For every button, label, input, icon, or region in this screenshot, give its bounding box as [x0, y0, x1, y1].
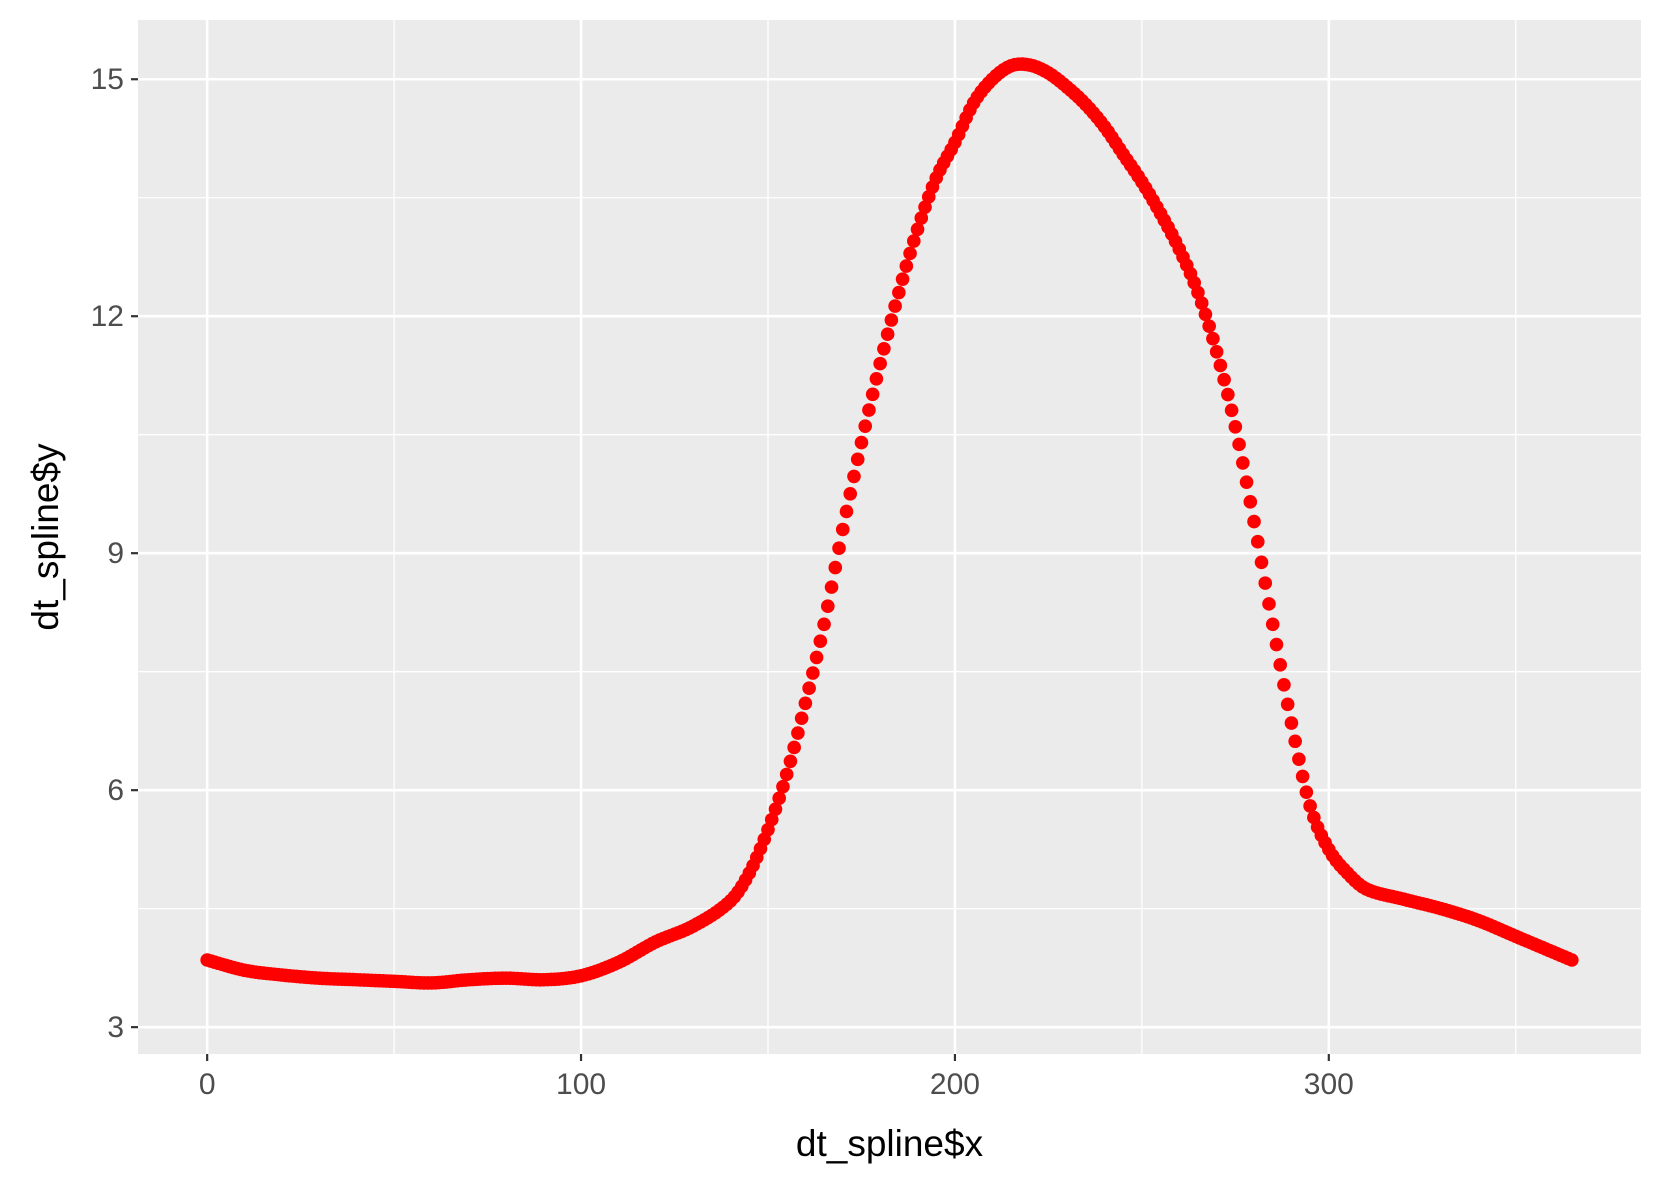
data-point: [809, 650, 824, 665]
data-point: [1565, 953, 1579, 967]
data-point: [772, 791, 787, 805]
data-point: [1213, 358, 1228, 373]
data-point: [1202, 319, 1216, 333]
data-point: [850, 452, 865, 467]
y-tick-label: 3: [107, 1011, 124, 1044]
data-point: [869, 371, 884, 386]
data-point: [1224, 403, 1239, 418]
data-point: [1247, 514, 1261, 529]
data-point: [873, 356, 887, 371]
data-point: [1250, 534, 1265, 549]
data-point: [1191, 285, 1205, 300]
data-point: [1232, 437, 1246, 452]
data-point: [776, 779, 790, 794]
data-point: [787, 740, 801, 755]
data-point: [907, 234, 921, 248]
data-point: [1295, 769, 1310, 784]
data-point: [895, 272, 910, 286]
data-point: [1209, 344, 1224, 359]
x-axis-title: dt_spline$x: [796, 1123, 984, 1164]
data-point: [1198, 307, 1213, 322]
data-point: [1280, 697, 1295, 712]
data-point: [783, 754, 798, 769]
data-point: [862, 403, 876, 417]
y-tick-label: 15: [91, 63, 124, 96]
data-point: [1265, 617, 1280, 632]
x-axis: 0 100 200 300: [199, 1054, 1354, 1101]
data-point: [1303, 799, 1317, 813]
data-point: [884, 313, 899, 327]
data-point: [802, 681, 816, 696]
data-point: [892, 285, 906, 300]
data-point: [1292, 752, 1306, 767]
data-point: [1194, 296, 1209, 310]
data-point: [843, 486, 858, 501]
data-point: [1299, 785, 1314, 799]
data-point: [1217, 372, 1231, 387]
data-point: [1206, 331, 1220, 346]
data-point: [888, 299, 902, 313]
y-tick-label: 6: [107, 774, 124, 807]
data-point: [1236, 456, 1250, 470]
data-point: [828, 560, 843, 575]
data-point: [824, 580, 839, 594]
data-point: [1284, 716, 1299, 730]
data-point: [1228, 420, 1243, 434]
y-tick-label: 12: [91, 300, 124, 333]
data-point: [798, 696, 813, 711]
x-tick-label: 300: [1304, 1068, 1354, 1101]
data-point: [806, 666, 820, 680]
data-point: [865, 387, 880, 402]
x-tick-label: 100: [556, 1068, 606, 1101]
data-point: [779, 767, 794, 782]
data-point: [880, 327, 895, 342]
data-point: [791, 726, 805, 740]
data-point: [821, 599, 835, 614]
data-point: [768, 802, 783, 816]
data-point: [858, 419, 872, 433]
data-point: [1288, 734, 1302, 749]
data-point: [1269, 637, 1284, 652]
data-point: [1273, 658, 1288, 672]
data-point: [899, 259, 914, 273]
data-point: [854, 435, 869, 450]
data-point: [918, 200, 932, 214]
data-point: [764, 812, 779, 827]
plot-panel: [138, 20, 1641, 1054]
y-axis-title: dt_spline$y: [25, 443, 66, 631]
y-tick-label: 9: [107, 537, 124, 570]
data-points: [200, 57, 1579, 990]
data-point: [1277, 678, 1291, 692]
data-point: [914, 211, 929, 225]
data-point: [903, 246, 917, 261]
data-point: [1239, 475, 1254, 489]
data-point: [832, 541, 846, 556]
data-point: [1258, 576, 1273, 590]
y-axis: 3 6 9 12 15: [91, 63, 138, 1044]
x-tick-label: 0: [199, 1068, 216, 1101]
minor-gridlines: [138, 20, 1641, 1054]
data-point: [1262, 597, 1276, 611]
data-point: [794, 711, 809, 726]
data-point: [847, 469, 861, 484]
data-point: [817, 617, 831, 632]
data-point: [1221, 387, 1235, 402]
data-point: [1254, 555, 1269, 570]
data-point: [839, 504, 854, 519]
x-tick-label: 200: [930, 1068, 980, 1101]
data-point: [813, 634, 828, 649]
data-point: [835, 522, 850, 537]
data-point: [910, 222, 925, 237]
data-point: [1243, 495, 1258, 509]
data-point: [877, 341, 891, 356]
